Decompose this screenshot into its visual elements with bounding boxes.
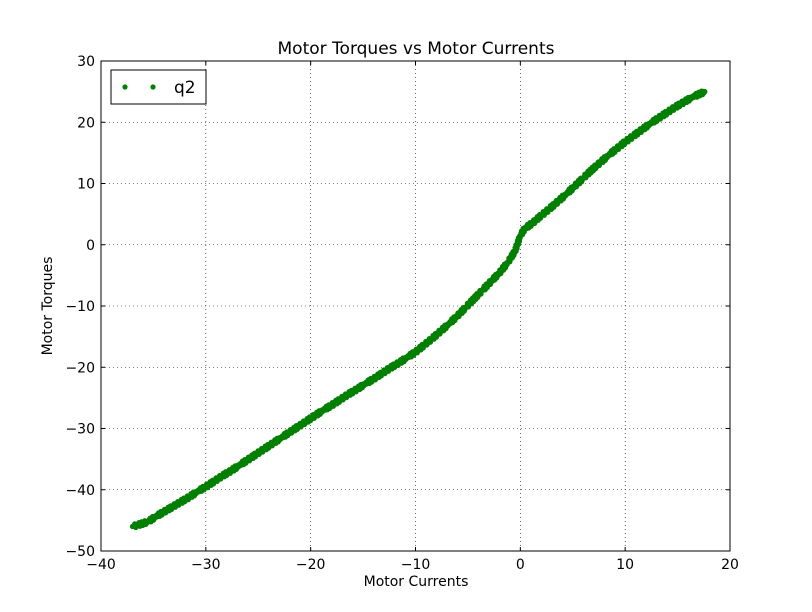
- x-axis-label: Motor Currents: [364, 574, 469, 590]
- data-points: [129, 88, 708, 531]
- chart-title: Motor Torques vs Motor Currents: [278, 39, 555, 59]
- y-tick-label: −20: [65, 360, 95, 376]
- y-tick-label: 10: [77, 177, 95, 193]
- y-tick-label: −40: [65, 483, 95, 499]
- x-tick-label: 20: [721, 557, 739, 573]
- x-tick-label: 10: [616, 557, 634, 573]
- data-point: [702, 89, 708, 95]
- y-tick-label: −50: [65, 544, 95, 560]
- x-tick-label: −20: [296, 557, 326, 573]
- x-tick-label: −30: [191, 557, 221, 573]
- y-axis-label: Motor Torques: [40, 257, 56, 356]
- y-tick-label: −30: [65, 422, 95, 438]
- y-tick-label: 20: [77, 115, 95, 131]
- x-tick-label: −10: [401, 557, 431, 573]
- y-tick-label: −10: [65, 299, 95, 315]
- legend-marker-left: [122, 84, 128, 90]
- y-tick-label: 0: [86, 238, 95, 254]
- x-tick-label: −40: [86, 557, 116, 573]
- y-tick-label: 30: [77, 54, 95, 70]
- legend: q2: [110, 69, 207, 105]
- legend-label-q2: q2: [174, 78, 196, 98]
- x-tick-label: 0: [516, 557, 525, 573]
- legend-marker-right: [150, 84, 156, 90]
